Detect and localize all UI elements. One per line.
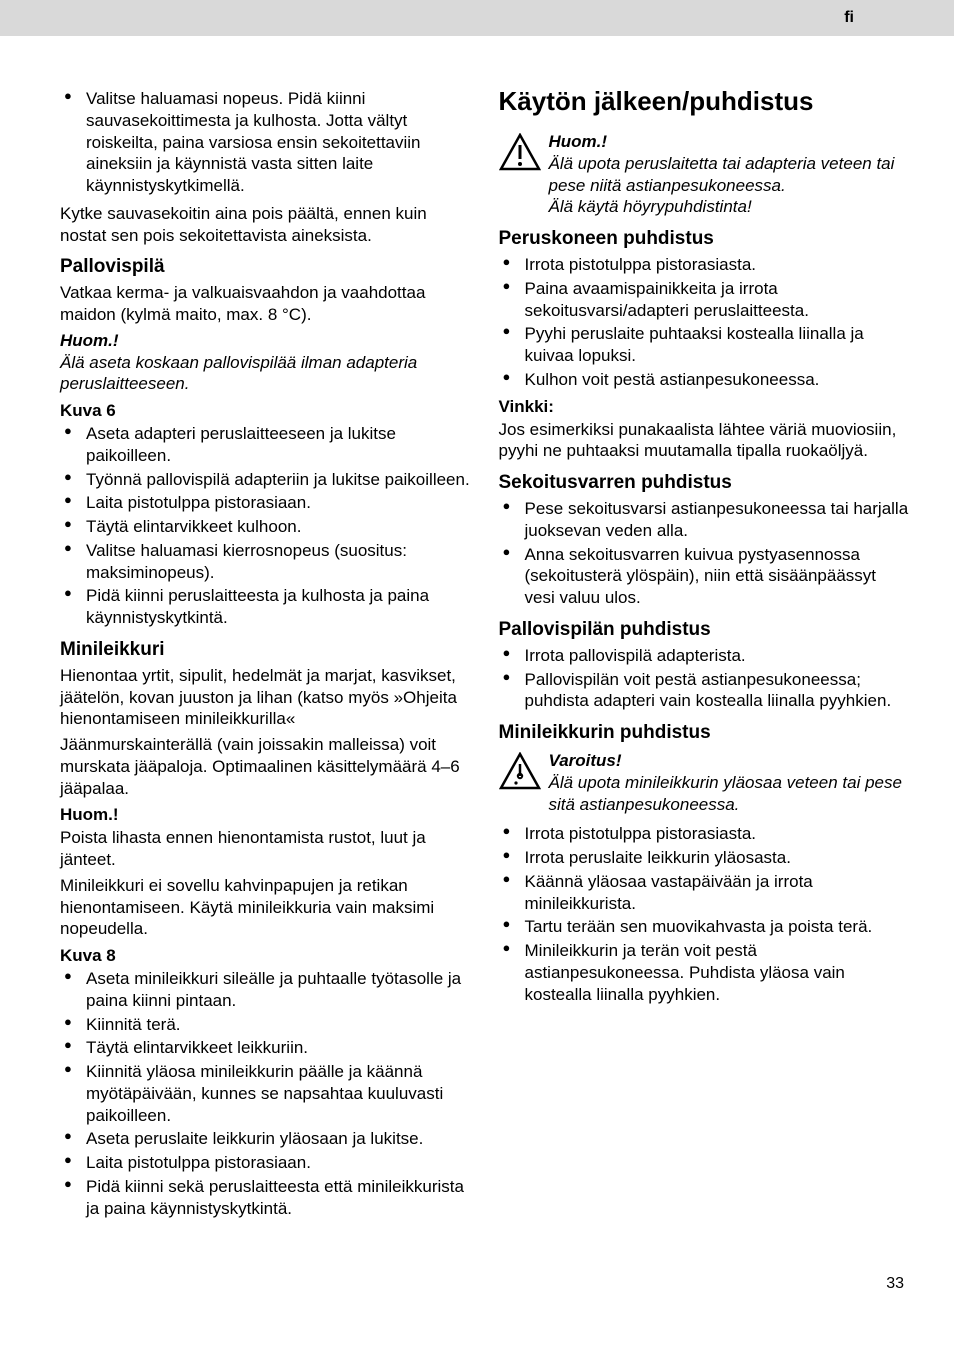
r1-title: Peruskoneen puhdistus: [499, 228, 910, 250]
list-item: Pidä kiinni sekä peruslaitteesta että mi…: [60, 1176, 471, 1220]
warn1-label: Huom.!: [549, 131, 910, 153]
list-item: Tartu terään sen muovikahvasta ja poista…: [499, 916, 910, 938]
r2-list: Pese sekoitusvarsi astianpesukoneessa ta…: [499, 498, 910, 609]
right-column: Käytön jälkeen/puhdistus Huom.! Älä upot…: [499, 86, 910, 1225]
list-item: Aseta peruslaite leikkurin yläosaan ja l…: [60, 1128, 471, 1150]
warning-note-2: Varoitus! Älä upota minileikkurin yläosa…: [499, 750, 910, 815]
s1-p1: Vatkaa kerma- ja valkuaisvaahdon ja vaah…: [60, 282, 471, 326]
list-item: Käännä yläosaa vastapäivään ja irrota mi…: [499, 871, 910, 915]
s2-list: Aseta minileikkuri sileälle ja puhtaalle…: [60, 968, 471, 1219]
warn2-label: Varoitus!: [549, 750, 910, 772]
r1-vinkki-label: Vinkki:: [499, 397, 910, 417]
list-item: Työnnä pallovispilä adapteriin ja lukits…: [60, 469, 471, 491]
page-number: 33: [0, 1245, 954, 1313]
list-item: Kulhon voit pestä astianpesukoneessa.: [499, 369, 910, 391]
r1-vinkki-text: Jos esimerkiksi punakaalista lähtee väri…: [499, 419, 910, 463]
intro-after: Kytke sauvasekoitin aina pois päältä, en…: [60, 203, 471, 247]
s2-huom-label: Huom.!: [60, 805, 471, 825]
list-item: Irrota pistotulppa pistorasiasta.: [499, 254, 910, 276]
list-item: Valitse haluamasi nopeus. Pidä kiinni sa…: [60, 88, 471, 197]
s2-kuva-label: Kuva 8: [60, 946, 471, 966]
warning-triangle-icon: [499, 133, 541, 171]
main-title: Käytön jälkeen/puhdistus: [499, 86, 910, 117]
s2-p4: Minileikkuri ei sovellu kahvinpapujen ja…: [60, 875, 471, 940]
list-item: Laita pistotulppa pistorasiaan.: [60, 492, 471, 514]
s1-kuva-label: Kuva 6: [60, 401, 471, 421]
r2-title: Sekoitusvarren puhdistus: [499, 472, 910, 494]
list-item: Minileikkurin ja terän voit pestä astian…: [499, 940, 910, 1005]
note-text: Varoitus! Älä upota minileikkurin yläosa…: [549, 750, 910, 815]
warn2-text: Älä upota minileikkurin yläosaa veteen t…: [549, 772, 910, 816]
list-item: Irrota peruslaite leikkurin yläosasta.: [499, 847, 910, 869]
section-title-mini: Minileikkuri: [60, 639, 471, 661]
warn1-text1: Älä upota peruslaitetta tai adapteria ve…: [549, 153, 910, 197]
list-item: Paina avaamispainikkeita ja irrota sekoi…: [499, 278, 910, 322]
list-item: Kiinnitä terä.: [60, 1014, 471, 1036]
header-lang: fi: [844, 9, 854, 27]
list-item: Täytä elintarvikkeet kulhoon.: [60, 516, 471, 538]
list-item: Irrota pistotulppa pistorasiasta.: [499, 823, 910, 845]
s1-huom-text: Älä aseta koskaan pallovispilää ilman ad…: [60, 352, 471, 396]
warning-note-1: Huom.! Älä upota peruslaitetta tai adapt…: [499, 131, 910, 218]
header-bar: fi: [0, 0, 954, 36]
list-item: Anna sekoitusvarren kuivua pystyasennoss…: [499, 544, 910, 609]
list-item: Kiinnitä yläosa minileikkurin päälle ja …: [60, 1061, 471, 1126]
r3-list: Irrota pallovispilä adapterista. Pallovi…: [499, 645, 910, 712]
r4-title: Minileikkurin puhdistus: [499, 722, 910, 744]
intro-list: Valitse haluamasi nopeus. Pidä kiinni sa…: [60, 88, 471, 197]
s1-huom-label: Huom.!: [60, 330, 471, 352]
s2-p1: Hienontaa yrtit, sipulit, hedelmät ja ma…: [60, 665, 471, 730]
list-item: Pyyhi peruslaite puhtaaksi kostealla lii…: [499, 323, 910, 367]
r3-title: Pallovispilän puhdistus: [499, 619, 910, 641]
list-item: Pidä kiinni peruslaitteesta ja kulhosta …: [60, 585, 471, 629]
list-item: Laita pistotulppa pistorasiaan.: [60, 1152, 471, 1174]
r4-list: Irrota pistotulppa pistorasiasta. Irrota…: [499, 823, 910, 1005]
warn1-text2: Älä käytä höyrypuhdistinta!: [549, 196, 910, 218]
s2-p2: Jäänmurskainterällä (vain joissakin mall…: [60, 734, 471, 799]
section-title-pallo: Pallovispilä: [60, 256, 471, 278]
list-item: Aseta adapteri peruslaitteeseen ja lukit…: [60, 423, 471, 467]
list-item: Irrota pallovispilä adapterista.: [499, 645, 910, 667]
caution-triangle-icon: [499, 752, 541, 790]
list-item: Pallovispilän voit pestä astianpesukonee…: [499, 669, 910, 713]
s2-p3: Poista lihasta ennen hienontamista rusto…: [60, 827, 471, 871]
list-item: Täytä elintarvikkeet leikkuriin.: [60, 1037, 471, 1059]
list-item: Pese sekoitusvarsi astianpesukoneessa ta…: [499, 498, 910, 542]
s1-list: Aseta adapteri peruslaitteeseen ja lukit…: [60, 423, 471, 629]
list-item: Aseta minileikkuri sileälle ja puhtaalle…: [60, 968, 471, 1012]
left-column: Valitse haluamasi nopeus. Pidä kiinni sa…: [60, 86, 471, 1225]
note-text: Huom.! Älä upota peruslaitetta tai adapt…: [549, 131, 910, 218]
r1-list: Irrota pistotulppa pistorasiasta. Paina …: [499, 254, 910, 391]
page-content: Valitse haluamasi nopeus. Pidä kiinni sa…: [0, 36, 954, 1245]
list-item: Valitse haluamasi kierrosnopeus (suositu…: [60, 540, 471, 584]
